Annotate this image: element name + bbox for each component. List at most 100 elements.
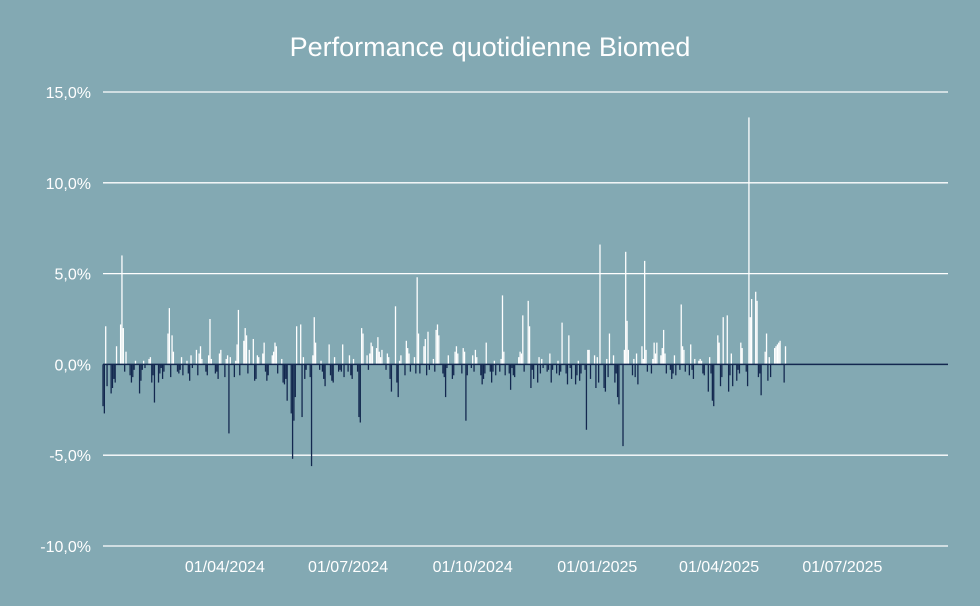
bar [312, 355, 314, 365]
bar [665, 364, 667, 374]
bar [514, 364, 516, 378]
bar [366, 355, 368, 365]
bar [783, 364, 785, 383]
bar [732, 364, 734, 387]
bar [451, 364, 454, 379]
bar [283, 364, 286, 385]
bar [512, 364, 514, 376]
bar [615, 364, 617, 374]
bar [466, 364, 468, 376]
bar [310, 364, 313, 467]
bar [216, 364, 218, 372]
bar [103, 364, 105, 414]
bar [159, 364, 161, 374]
x-axis-ticks: 01/04/2024 01/07/2024 01/10/2024 01/01/2025… [185, 559, 883, 576]
bar [361, 328, 363, 365]
bar [551, 364, 554, 370]
bar [587, 349, 589, 365]
bar [342, 344, 344, 365]
bar [700, 360, 703, 365]
bar [190, 355, 192, 365]
bar [520, 353, 523, 365]
bar [186, 360, 188, 365]
bar [607, 364, 609, 378]
bar [337, 364, 340, 372]
bar [596, 357, 598, 365]
bar [455, 346, 458, 365]
bar [328, 344, 330, 365]
bar [255, 364, 257, 379]
bar [480, 364, 482, 376]
bar [423, 346, 425, 365]
bar [398, 360, 401, 365]
bar [397, 364, 399, 398]
bar [172, 351, 175, 365]
bar [244, 328, 246, 365]
bar [585, 364, 588, 430]
bar [741, 348, 743, 365]
bar [152, 364, 154, 376]
bar [774, 348, 776, 365]
bar [463, 351, 466, 365]
bar [323, 364, 325, 379]
bar [286, 364, 288, 401]
bar [348, 355, 351, 365]
y-tick-label: 10,0% [46, 176, 91, 193]
bar [595, 364, 597, 389]
bar [606, 358, 608, 365]
bar [386, 353, 389, 365]
bar [206, 364, 208, 376]
bar [149, 357, 152, 365]
bar [547, 364, 550, 370]
bar [537, 364, 539, 383]
bar [313, 317, 315, 365]
bar [141, 364, 143, 370]
bar [616, 364, 619, 398]
bar [690, 344, 692, 365]
bar [509, 364, 512, 390]
bar [153, 364, 156, 403]
bar [698, 360, 700, 365]
bar [470, 364, 472, 369]
bar [574, 364, 577, 385]
bar [252, 338, 254, 365]
bar [236, 344, 238, 365]
bar [343, 364, 345, 378]
bar [549, 353, 551, 365]
bar [161, 364, 164, 379]
bar [749, 317, 751, 365]
bar [389, 364, 391, 379]
bar [501, 295, 504, 365]
bar [293, 364, 295, 421]
bar [522, 315, 524, 365]
bar [519, 351, 521, 365]
bar [756, 300, 758, 365]
bar [482, 364, 485, 379]
bar [140, 364, 142, 381]
bar [237, 309, 240, 365]
bar [642, 358, 644, 365]
bar [646, 364, 649, 372]
bar [538, 357, 540, 365]
bar [631, 364, 634, 376]
bar [672, 364, 674, 374]
bar [489, 364, 491, 372]
bar [339, 364, 341, 370]
bar [191, 364, 194, 369]
bar [210, 358, 212, 365]
bar [584, 364, 586, 370]
bar [388, 357, 390, 365]
bar [309, 364, 311, 378]
bar [340, 364, 342, 372]
bar [539, 364, 542, 374]
bar [738, 364, 741, 374]
bar [300, 324, 302, 365]
bar [737, 364, 739, 370]
bar [319, 364, 321, 370]
bar [199, 346, 202, 365]
bar [358, 364, 360, 418]
bar [736, 364, 738, 381]
bar [588, 349, 590, 365]
bar [568, 335, 570, 365]
